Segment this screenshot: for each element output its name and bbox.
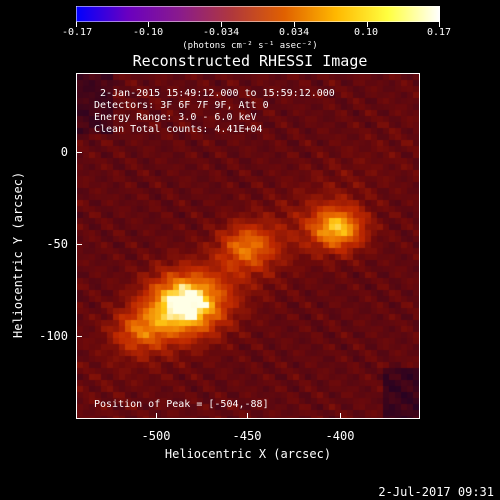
peak-position-text: Position of Peak = [-504,-88]	[94, 399, 269, 410]
colorbar	[76, 6, 440, 22]
clean-counts-text: Clean Total counts: 4.41E+04	[94, 124, 263, 135]
plot-area[interactable]	[76, 73, 420, 419]
colorbar-units: (photons cm⁻² s⁻¹ asec⁻²)	[182, 41, 318, 51]
colorbar-tick-label: 0.17	[427, 27, 452, 38]
x-axis-tick	[340, 413, 341, 419]
x-axis-label: Heliocentric X (arcsec)	[164, 447, 332, 461]
colorbar-gradient	[76, 6, 440, 22]
time-range-text: 2-Jan-2015 15:49:12.000 to 15:59:12.000	[100, 88, 335, 99]
colorbar-tick	[221, 22, 222, 27]
y-axis-tick	[76, 336, 82, 337]
colorbar-tick-label: -0.034	[203, 27, 240, 38]
y-axis-tick	[76, 244, 82, 245]
detectors-text: Detectors: 3F 6F 7F 9F, Att 0	[94, 100, 269, 111]
y-tick-label: 0	[60, 145, 68, 159]
x-tick-label: -450	[232, 429, 262, 443]
page-title: Reconstructed RHESSI Image	[132, 52, 368, 70]
colorbar-tick	[76, 22, 77, 27]
x-tick-label: -500	[141, 429, 171, 443]
colorbar-tick-label: -0.17	[62, 27, 93, 38]
colorbar-tick-label: 0.10	[354, 27, 379, 38]
y-axis-tick	[76, 152, 82, 153]
y-tick-label: -100	[39, 329, 68, 343]
x-axis-tick	[156, 413, 157, 419]
y-tick-label: -50	[46, 237, 68, 251]
colorbar-tick	[367, 22, 368, 27]
colorbar-tick	[439, 22, 440, 27]
y-axis-label: Heliocentric Y (arcsec)	[11, 171, 25, 338]
x-tick-label: -400	[325, 429, 355, 443]
colorbar-tick	[148, 22, 149, 27]
footer-timestamp: 2-Jul-2017 09:31	[378, 485, 494, 499]
colorbar-tick-label: 0.034	[279, 27, 310, 38]
heatmap-image	[77, 74, 419, 418]
colorbar-tick-label: -0.10	[133, 27, 164, 38]
x-axis-tick	[247, 413, 248, 419]
energy-range-text: Energy Range: 3.0 - 6.0 keV	[94, 112, 257, 123]
colorbar-tick	[294, 22, 295, 27]
